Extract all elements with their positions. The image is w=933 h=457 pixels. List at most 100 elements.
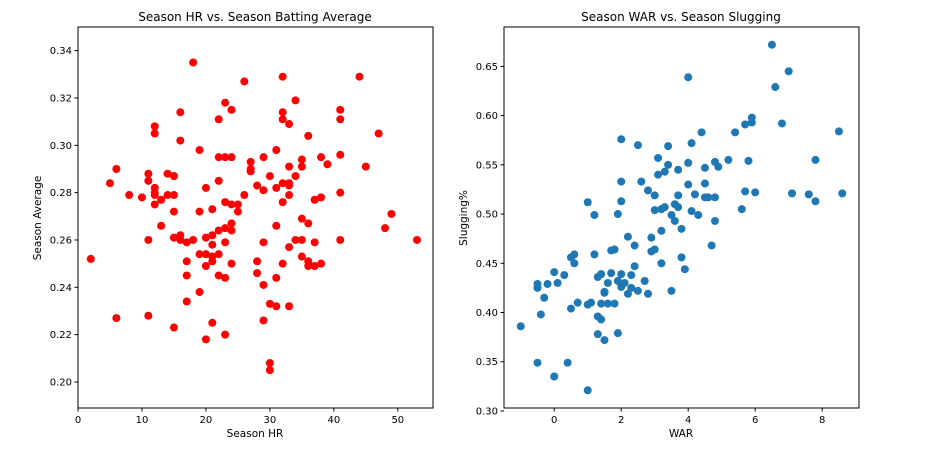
data-point — [214, 226, 223, 235]
y-axis-label: Slugging% — [458, 190, 470, 246]
data-point — [710, 216, 719, 225]
data-point — [570, 259, 579, 268]
data-point — [221, 330, 230, 339]
y-tick-label: 0.40 — [476, 308, 498, 319]
y-tick-label: 0.55 — [476, 160, 498, 171]
data-points — [516, 40, 847, 395]
data-point — [176, 136, 185, 145]
data-point — [540, 293, 549, 302]
hr-vs-average-chart: Season HR vs. Season Batting Average 0 10… — [32, 10, 434, 440]
data-point — [278, 72, 287, 81]
x-axis-ticks: 0 2 4 6 8 — [551, 408, 825, 426]
data-point — [157, 221, 166, 230]
data-point — [694, 211, 703, 220]
data-point — [297, 214, 306, 223]
chart-title: Season HR vs. Season Batting Average — [138, 10, 372, 24]
data-point — [297, 162, 306, 171]
y-axis-ticks: 0.30 0.35 0.40 0.45 0.50 0.55 0.60 0.65 — [476, 62, 504, 417]
data-point — [336, 188, 345, 197]
chart-title: Season WAR vs. Season Slugging — [581, 10, 781, 24]
data-point — [240, 77, 249, 86]
data-point — [214, 250, 223, 259]
y-tick-label: 0.65 — [476, 62, 498, 73]
data-point — [201, 183, 210, 192]
data-point — [169, 172, 178, 181]
data-point — [684, 180, 693, 189]
data-point — [310, 238, 319, 247]
data-point — [610, 299, 619, 308]
data-point — [664, 160, 673, 169]
data-point — [670, 216, 679, 225]
data-point — [272, 302, 281, 311]
data-point — [201, 335, 210, 344]
data-point — [697, 128, 706, 137]
x-tick-label: 6 — [752, 415, 758, 426]
data-point — [246, 167, 255, 176]
data-point — [751, 188, 760, 197]
data-point — [182, 297, 191, 306]
x-tick-label: 20 — [200, 415, 213, 426]
data-point — [623, 289, 632, 298]
data-point — [633, 141, 642, 150]
data-point — [600, 336, 609, 345]
data-point — [603, 299, 612, 308]
data-point — [650, 206, 659, 215]
data-point — [784, 67, 793, 76]
data-point — [221, 198, 230, 207]
data-point — [259, 153, 268, 162]
data-point — [265, 366, 274, 375]
data-point — [214, 153, 223, 162]
data-point — [684, 158, 693, 167]
data-point — [550, 268, 559, 277]
data-point — [285, 162, 294, 171]
data-point — [667, 211, 676, 220]
data-point — [654, 153, 663, 162]
data-point — [208, 240, 217, 249]
data-point — [560, 271, 569, 280]
data-point — [687, 139, 696, 148]
data-point — [677, 224, 686, 233]
data-point — [590, 211, 599, 220]
data-point — [272, 183, 281, 192]
data-point — [690, 190, 699, 199]
data-point — [600, 287, 609, 296]
data-point — [323, 160, 332, 169]
data-point — [150, 200, 159, 209]
data-point — [550, 372, 559, 381]
data-point — [737, 205, 746, 214]
data-point — [233, 207, 242, 216]
data-point — [317, 259, 326, 268]
data-point — [201, 250, 210, 259]
plot-frame — [77, 26, 434, 409]
data-point — [811, 155, 820, 164]
data-point — [259, 238, 268, 247]
data-point — [777, 119, 786, 128]
data-point — [208, 231, 217, 240]
data-point — [660, 167, 669, 176]
data-point — [741, 120, 750, 129]
data-point — [176, 108, 185, 117]
data-point — [630, 262, 639, 271]
y-tick-label: 0.26 — [50, 235, 72, 246]
data-point — [674, 191, 683, 200]
data-point — [387, 209, 396, 218]
data-point — [150, 129, 159, 138]
data-point — [620, 278, 629, 287]
data-point — [644, 186, 653, 195]
data-point — [597, 270, 606, 279]
data-point — [667, 286, 676, 295]
data-point — [278, 108, 287, 117]
data-point — [680, 265, 689, 274]
data-point — [650, 245, 659, 254]
data-point — [355, 72, 364, 81]
data-point — [637, 177, 646, 186]
x-tick-label: 0 — [75, 415, 81, 426]
data-point — [336, 235, 345, 244]
data-point — [741, 187, 750, 196]
data-point — [767, 40, 776, 49]
data-point — [150, 191, 159, 200]
x-tick-label: 0 — [551, 415, 557, 426]
data-point — [317, 153, 326, 162]
data-point — [201, 262, 210, 271]
data-point — [285, 302, 294, 311]
